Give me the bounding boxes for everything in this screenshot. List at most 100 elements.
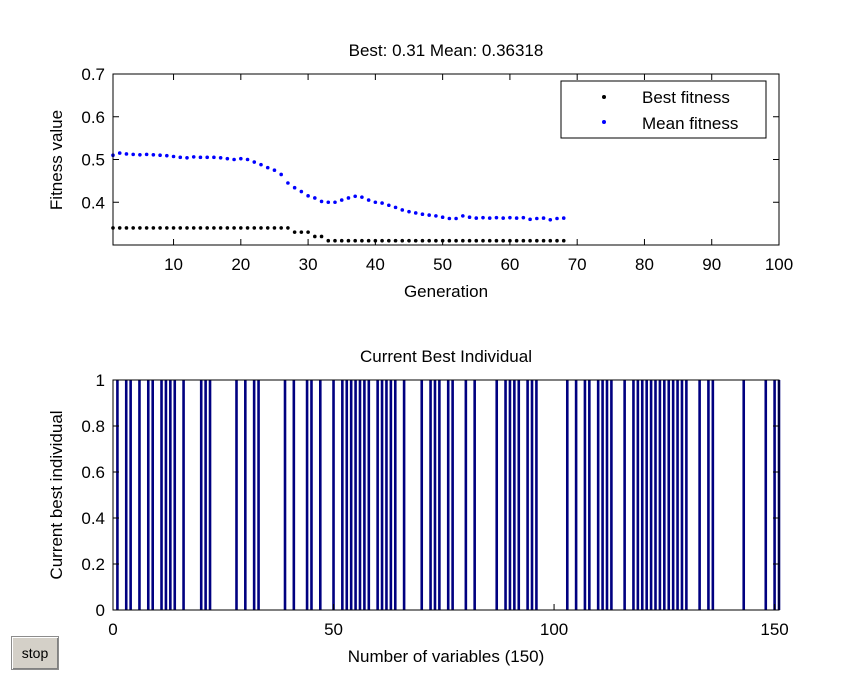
best-fitness-point (292, 230, 297, 234)
mean-fitness-point (165, 153, 169, 158)
best-fitness-point (501, 238, 505, 243)
mean-fitness-point (292, 185, 297, 190)
best-fitness-point (232, 226, 236, 230)
mean-fitness-point (353, 194, 357, 199)
y-tick-label: 0.5 (81, 151, 105, 170)
best-fitness-point (360, 238, 364, 243)
fitness-legend: Best fitness Mean fitness (560, 80, 767, 139)
mean-fitness-point (265, 165, 270, 170)
legend-mean-label: Mean fitness (642, 114, 738, 133)
best-fitness-point (218, 226, 223, 230)
mean-fitness-point (158, 153, 162, 158)
y-tick-label: 0.4 (81, 193, 105, 212)
fitness-chart-ylabel: Fitness value (47, 110, 66, 210)
y-tick-label: 0.6 (81, 463, 105, 482)
mean-fitness-point (561, 216, 566, 220)
legend-best-label: Best fitness (642, 88, 730, 107)
fitness-chart: Best: 0.31 Mean: 0.36318 10 20 30 40 50 60 70 8… (47, 41, 793, 301)
mean-fitness-point (366, 198, 371, 202)
best-fitness-point (393, 238, 398, 243)
best-fitness-point (353, 238, 357, 243)
mean-fitness-point (151, 153, 156, 157)
best-fitness-point (481, 238, 485, 243)
best-fitness-point (131, 226, 135, 230)
best-fitness-point (178, 226, 183, 230)
mean-fitness-point (481, 215, 485, 220)
mean-fitness-point (541, 216, 546, 220)
x-tick-label: 10 (164, 255, 183, 274)
best-fitness-point (487, 238, 492, 243)
y-tick-label: 1 (96, 371, 105, 390)
x-tick-label: 50 (433, 255, 452, 274)
mean-fitness-point (252, 160, 257, 164)
mean-fitness-point (487, 216, 492, 220)
mean-fitness-point (313, 196, 317, 200)
fitness-chart-xlabel: Generation (404, 282, 488, 301)
stop-button[interactable]: stop (11, 636, 59, 670)
mean-fitness-point (440, 215, 445, 220)
best-fitness-point (117, 226, 122, 230)
x-tick-label: 20 (231, 255, 250, 274)
best-individual-xlabel: Number of variables (150) (348, 647, 545, 666)
best-fitness-point (535, 238, 539, 243)
best-fitness-point (158, 226, 162, 230)
mean-fitness-point (326, 200, 331, 205)
best-fitness-point (326, 238, 331, 243)
mean-fitness-point (178, 155, 183, 160)
x-tick-label: 90 (702, 255, 721, 274)
mean-fitness-point (501, 216, 505, 220)
best-fitness-point (333, 238, 337, 243)
best-fitness-point (366, 238, 371, 243)
mean-fitness-point (535, 216, 539, 221)
best-fitness-point (313, 234, 317, 239)
best-fitness-point (380, 238, 384, 243)
x-tick-label: 50 (324, 620, 343, 639)
mean-fitness-point (393, 205, 398, 210)
x-tick-label: 100 (540, 620, 568, 639)
best-fitness-point (339, 238, 344, 243)
best-fitness-point (286, 226, 290, 230)
mean-fitness-point (299, 189, 304, 194)
mean-fitness-point (171, 154, 176, 159)
mean-fitness-point (548, 217, 553, 222)
best-fitness-point (299, 230, 304, 234)
best-fitness-point (279, 226, 283, 230)
legend-best-marker (602, 95, 606, 99)
y-tick-label: 0.8 (81, 417, 105, 436)
mean-fitness-point (528, 217, 532, 222)
best-fitness-point (239, 226, 243, 230)
best-fitness-point (541, 238, 546, 243)
mean-fitness-point (508, 215, 512, 220)
y-tick-label: 0.6 (81, 108, 105, 127)
best-fitness-point (461, 238, 465, 243)
x-tick-label: 0 (108, 620, 117, 639)
mean-fitness-point (239, 156, 243, 161)
best-fitness-point (346, 238, 351, 243)
best-fitness-point (387, 238, 391, 243)
mean-fitness-point (286, 181, 290, 185)
legend-box (560, 80, 767, 139)
best-fitness-point (521, 238, 526, 243)
best-individual-title: Current Best Individual (360, 347, 532, 366)
x-tick-label: 60 (500, 255, 519, 274)
x-tick-label: 100 (765, 255, 793, 274)
best-fitness-point (191, 226, 196, 230)
mean-fitness-point (205, 155, 209, 160)
mean-fitness-point (420, 212, 425, 217)
best-fitness-point (198, 226, 203, 230)
mean-fitness-point (387, 203, 391, 208)
best-individual-chart: Current Best Individual 0 50 100 150 0 0.2 0.4… (47, 347, 789, 666)
mean-fitness-point (467, 215, 472, 220)
mean-fitness-point (413, 211, 418, 215)
best-fitness-point (514, 238, 519, 243)
y-tick-label: 0.7 (81, 65, 105, 84)
mean-fitness-point (514, 216, 519, 220)
mean-fitness-point (131, 152, 135, 157)
best-fitness-point (561, 238, 566, 243)
y-tick-label: 0.2 (81, 555, 105, 574)
mean-fitness-point (259, 162, 263, 167)
mean-fitness-point (454, 216, 458, 221)
mean-fitness-point (461, 214, 465, 218)
best-fitness-point (265, 226, 270, 230)
mean-fitness-point (232, 157, 236, 162)
